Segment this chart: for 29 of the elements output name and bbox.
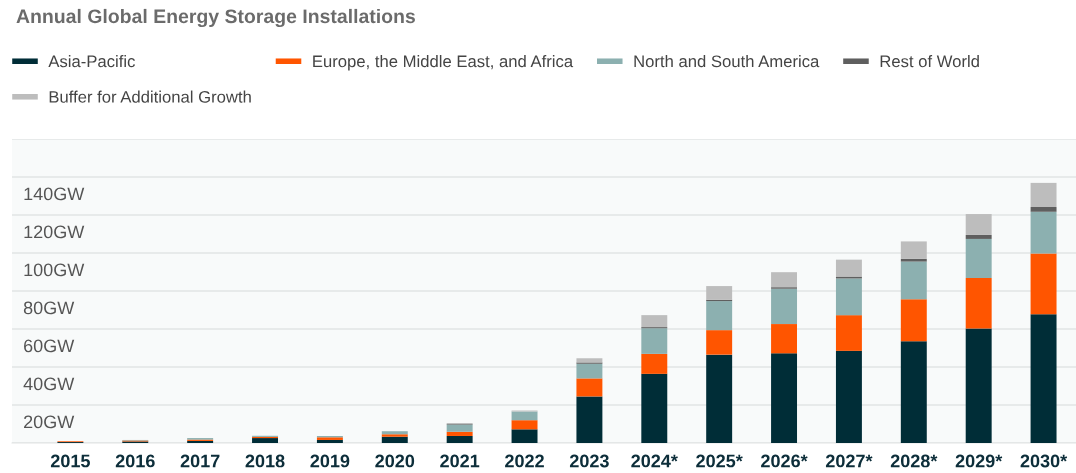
x-tick-label: 2016 — [115, 454, 155, 468]
x-tick-label: 2027* — [825, 454, 873, 468]
x-tick-label: 2019 — [310, 454, 350, 468]
x-tick-label: 2020 — [375, 454, 415, 468]
x-tick-label: 2025* — [696, 454, 743, 468]
y-tick-label: 60GW — [24, 339, 75, 353]
y-tick-label: 100GW — [24, 263, 85, 277]
y-tick-label: 40GW — [23, 377, 75, 391]
x-tick-label: 2029* — [955, 454, 1003, 468]
x-tick-label: 2024* — [631, 454, 678, 468]
x-tick-label: 2022 — [505, 454, 544, 468]
legend-label: North and South America — [634, 55, 820, 68]
legend-label: Europe, the Middle East, and Africa — [313, 55, 574, 71]
x-tick-label: 2015 — [50, 454, 90, 468]
legend-label: Rest of World — [880, 55, 979, 68]
y-tick-label: 80GW — [23, 301, 75, 315]
x-tick-label: 2018 — [245, 454, 285, 468]
legend-label: Asia-Pacific — [48, 55, 135, 68]
x-tick-label: 2017 — [180, 454, 220, 468]
x-tick-label: 2023 — [569, 454, 609, 468]
chart-title: Annual Global Energy Storage Installations — [16, 8, 415, 28]
y-tick-label: 140GW — [24, 187, 85, 201]
x-tick-label: 2021 — [440, 454, 480, 468]
legend-label: Buffer for Additional Growth — [49, 90, 251, 103]
x-tick-label: 2026* — [761, 454, 808, 468]
y-tick-label: 120GW — [24, 225, 85, 239]
x-tick-label: 2030* — [1020, 454, 1068, 468]
x-tick-label: 2028* — [890, 454, 938, 468]
y-tick-label: 20GW — [24, 415, 75, 429]
